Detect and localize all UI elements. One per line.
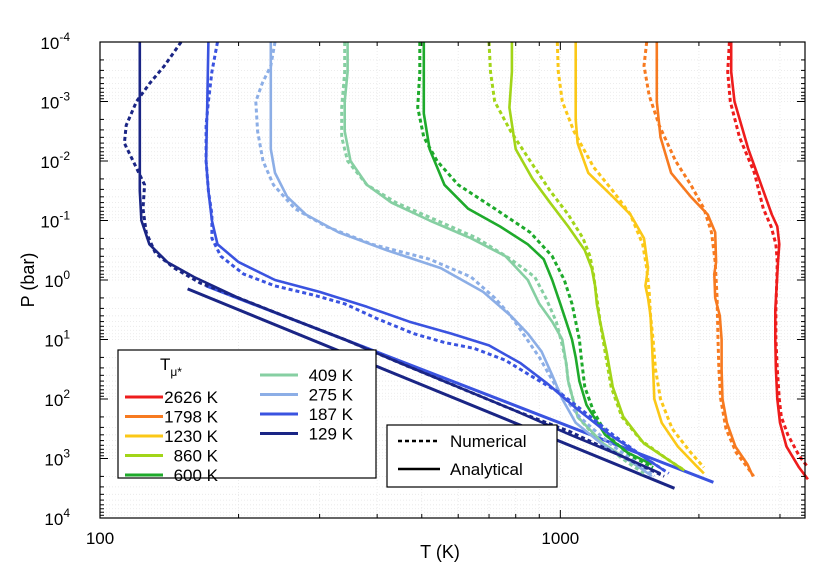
numerical-line-275-k — [254, 41, 656, 478]
legend-label-860-k: 860 K — [174, 447, 219, 466]
y-tick-label-exponent: 2 — [63, 387, 70, 401]
legend-label-275-k: 275 K — [309, 386, 354, 405]
analytical-line-187-k — [204, 41, 665, 472]
style-legend-numerical-label: Numerical — [450, 432, 527, 451]
y-tick-label: 100 — [44, 268, 70, 291]
y-tick-label-base: 10 — [44, 510, 63, 529]
y-tick-label-base: 10 — [40, 34, 59, 53]
numerical-line-600-k — [416, 42, 654, 469]
y-tick-label-exponent: -3 — [59, 90, 70, 104]
analytical-line-1798-k — [655, 42, 755, 477]
analytical-line-600-k — [422, 42, 653, 466]
legend-label-600-k: 600 K — [174, 466, 219, 485]
style-legend-box — [386, 424, 558, 488]
temperature-legend-title: Tμ* — [160, 355, 182, 379]
y-tick-label: 103 — [44, 447, 70, 470]
y-tick-label-exponent: -4 — [59, 30, 70, 44]
y-tick-label-exponent: 3 — [63, 447, 70, 461]
y-tick-label-base: 10 — [44, 272, 63, 291]
y-tick-label-base: 10 — [44, 451, 63, 470]
legend-label-187-k: 187 K — [309, 405, 354, 424]
x-tick-label: 100 — [86, 529, 114, 548]
x-tick-label: 1000 — [541, 529, 579, 548]
y-tick-label-base: 10 — [40, 94, 59, 113]
legend-label-2626-k: 2626 K — [164, 388, 219, 407]
y-tick-label-exponent: 0 — [63, 268, 70, 282]
series-group — [122, 41, 810, 490]
analytical-line-275-k — [269, 42, 653, 478]
y-tick-label-exponent: 4 — [63, 506, 70, 520]
y-tick-label: 102 — [44, 387, 70, 410]
y-tick-label: 101 — [44, 328, 70, 351]
style-legend-analytical-label: Analytical — [450, 460, 523, 479]
y-tick-label-base: 10 — [40, 213, 59, 232]
y-tick-label-exponent: -2 — [59, 149, 70, 163]
x-axis-title: T (K) — [420, 542, 460, 562]
legend-label-409-k: 409 K — [309, 366, 354, 385]
y-axis-title: P (bar) — [18, 253, 38, 308]
y-tick-label-base: 10 — [40, 153, 59, 172]
legend-label-129-k: 129 K — [309, 425, 354, 444]
analytical-line-1230-k — [574, 42, 705, 475]
style-legend: Numerical Analytical — [386, 424, 558, 488]
temperature-legend-title-main: T — [160, 355, 170, 374]
y-tick-label-base: 10 — [44, 332, 63, 351]
y-tick-label: 10-2 — [40, 149, 70, 172]
analytical-line-2626-k — [729, 42, 809, 481]
y-tick-label: 104 — [44, 506, 70, 529]
y-tick-label: 10-1 — [40, 209, 70, 232]
y-tick-label: 10-3 — [40, 90, 70, 113]
analytical-deep-line — [187, 287, 676, 490]
analytical-line-860-k — [508, 42, 686, 472]
y-tick-label: 10-4 — [40, 30, 70, 53]
analytical-line-129-k — [138, 42, 662, 475]
y-tick-label-base: 10 — [44, 391, 63, 410]
y-tick-label-exponent: 1 — [63, 328, 70, 342]
y-tick-label-exponent: -1 — [59, 209, 70, 223]
legend-label-1230-k: 1230 K — [164, 427, 219, 446]
legend-label-1798-k: 1798 K — [164, 408, 219, 427]
temperature-legend-title-sub: μ* — [170, 365, 182, 379]
